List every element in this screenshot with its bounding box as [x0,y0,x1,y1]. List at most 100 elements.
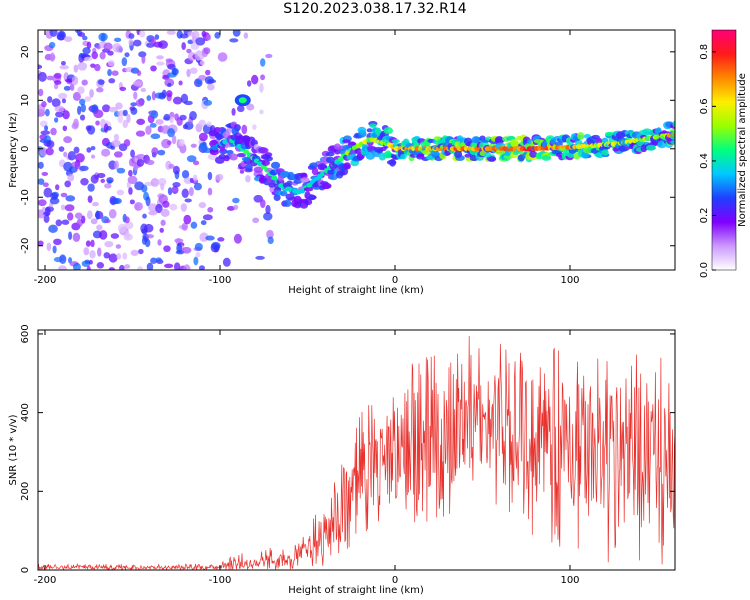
heatmap-cell [195,252,201,258]
heatmap-cell [108,78,116,84]
heatmap-cell [259,58,266,67]
heatmap-cell [44,108,50,117]
heatmap-cell [172,165,180,175]
heatmap-cell [198,74,207,81]
heatmap-cell [148,210,158,216]
y-tick-label: 400 [20,403,31,422]
heatmap-cell [226,150,234,155]
heatmap-cell [180,203,188,212]
heatmap-cell [366,146,376,151]
heatmap-cell [73,64,79,73]
heatmap-cell [89,89,94,98]
heatmap-cell [282,182,291,188]
heatmap-cell [89,250,96,259]
heatmap-cell [38,240,44,247]
heatmap-cell [200,220,207,226]
heatmap-cell [58,31,65,38]
y-tick-label: -10 [20,189,31,205]
heatmap-cell [123,139,131,147]
heatmap-cell [90,239,95,248]
heatmap-cell [207,153,218,160]
heatmap-cell [601,149,609,156]
heatmap-cell [82,47,91,55]
heatmap-cell [178,80,183,86]
heatmap-cell [174,238,184,243]
x-tick-label: -100 [209,275,232,286]
heatmap-cell [163,113,171,121]
heatmap-cell [167,82,172,87]
heatmap-cell [84,259,91,264]
heatmap-cell [671,131,675,138]
heatmap-cell [529,150,538,158]
heatmap-cell [207,171,213,181]
heatmap-cell [183,214,192,225]
heatmap-cell [40,130,51,135]
heatmap-cell [251,74,259,85]
heatmap-cell [383,127,393,135]
heatmap-cell [39,120,48,127]
heatmap-cell [68,166,78,173]
heatmap-cell [61,219,70,225]
heatmap-cells [38,30,675,270]
heatmap-cell [233,233,242,244]
heatmap-cell [124,216,130,224]
heatmap-cell [88,259,93,265]
heatmap-cell [293,179,303,184]
heatmap-cell [104,183,112,189]
heatmap-cell [115,45,123,53]
x-tick-label: -100 [209,575,232,586]
heatmap-cell [203,47,211,55]
heatmap-cell [77,62,88,71]
heatmap-cell [136,153,146,160]
heatmap-cell [65,195,76,202]
heatmap-cell [162,200,170,208]
heatmap-frame [37,29,676,271]
heatmap-cell [156,61,165,66]
heatmap-cell [285,193,295,201]
heatmap-cell [83,247,90,256]
heatmap-cell [357,126,367,134]
heatmap-cell [50,127,57,136]
heatmap-cell [38,64,43,70]
heatmap-cell [78,32,86,37]
heatmap-cell [193,182,202,191]
heatmap-cell [263,212,273,221]
heatmap-cell [80,103,86,113]
heatmap-cell [77,105,82,116]
colorbar-tick-label: 0.4 [699,153,710,169]
heatmap-cell [267,236,274,245]
heatmap-cell [245,164,253,172]
y-tick-label: 10 [20,94,31,107]
heatmap-cell [206,34,212,41]
heatmap-cell [101,148,111,157]
heatmap-cell [253,194,263,203]
heatmap-cell [229,153,238,161]
heatmap-cell [46,75,54,81]
heatmap-cell [60,61,66,66]
heatmap-cell [191,30,200,40]
heatmap-cell [150,65,157,72]
heatmap-cell [91,51,98,60]
heatmap-cell [119,264,125,270]
heatmap-cell [329,174,338,181]
heatmap-cell [193,160,200,166]
heatmap-cell [111,70,119,76]
heatmap-cell [139,30,146,38]
heatmap-cell [47,96,53,103]
heatmap-cell [136,158,145,167]
heatmap-cell [129,199,135,205]
heatmap-cell [96,87,104,93]
heatmap-cell [195,37,206,46]
y-tick-label: 600 [20,324,31,343]
heatmap-cell [311,167,319,176]
heatmap-cell [54,80,62,85]
heatmap-cell [207,187,213,196]
heatmap-cell [146,262,154,270]
heatmap-cell [186,155,197,163]
heatmap-cell [96,172,106,179]
heatmap-cell [110,233,120,239]
heatmap-cell [205,235,215,241]
heatmap-cell [273,194,281,202]
heatmap-cell [55,111,64,118]
